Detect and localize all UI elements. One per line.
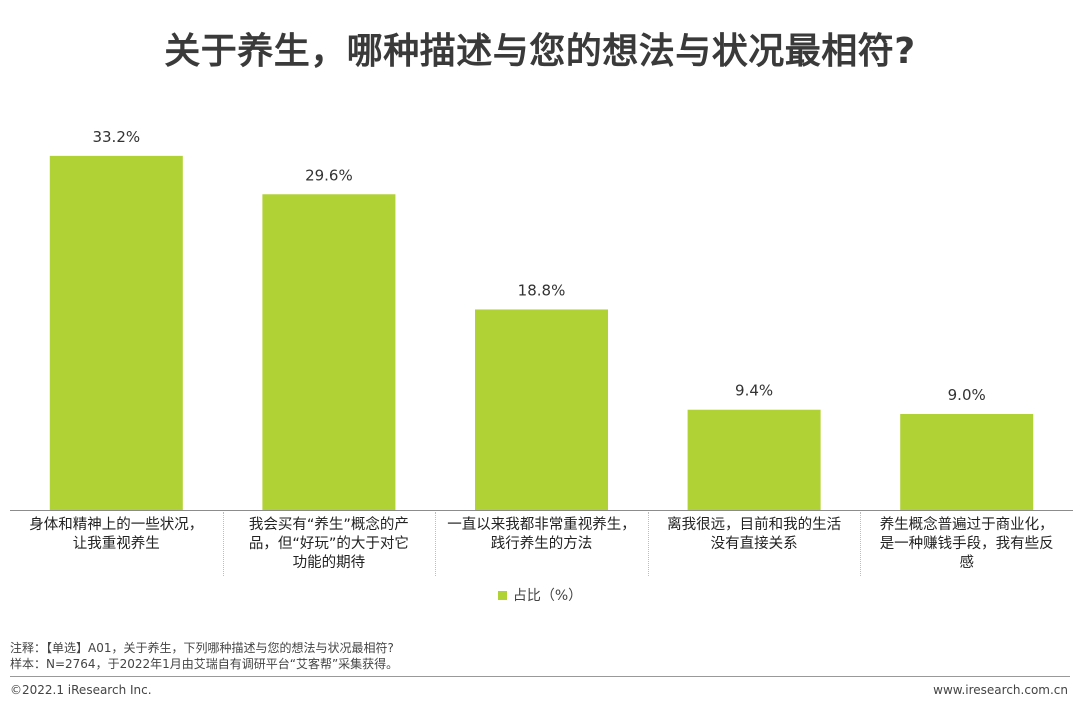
bar-chart: 33.2% 29.6% 18.8% 9.4% 9.0% bbox=[10, 128, 1073, 511]
legend-label: 占比（%） bbox=[512, 588, 583, 604]
copyright-text: ©2022.1 iResearch Inc. bbox=[10, 683, 152, 697]
bar-1 bbox=[49, 155, 183, 510]
category-label-5: 养生概念普遍过于商业化， 是一种赚钱手段，我有些反感 bbox=[879, 517, 1054, 571]
bar-3 bbox=[475, 309, 608, 510]
category-label-4: 离我很远，目前和我的生活 没有直接关系 bbox=[667, 517, 842, 552]
bar-2 bbox=[262, 194, 396, 510]
legend: 占比（%） bbox=[0, 585, 1080, 605]
data-label-4: 9.4% bbox=[735, 382, 773, 400]
category-divider bbox=[860, 512, 861, 576]
data-label-1: 33.2% bbox=[92, 128, 140, 146]
data-label-5: 9.0% bbox=[948, 386, 986, 404]
sample-line: 样本：N=2764，于2022年1月由艾瑞自有调研平台“艾客帮”采集获得。 bbox=[10, 657, 399, 671]
legend-swatch bbox=[497, 590, 507, 600]
data-label-2: 29.6% bbox=[305, 166, 353, 184]
bar-5 bbox=[900, 414, 1034, 510]
category-label-2: 我会买有“养生”概念的产 品，但“好玩”的大于对它 功能的期待 bbox=[248, 517, 409, 571]
note-line: 注释：【单选】A01，关于养生，下列哪种描述与您的想法与状况最相符? bbox=[10, 641, 394, 655]
notes: 注释：【单选】A01，关于养生，下列哪种描述与您的想法与状况最相符? 样本：N=… bbox=[10, 640, 398, 672]
category-divider bbox=[223, 512, 224, 576]
category-divider bbox=[648, 512, 649, 576]
website-link[interactable]: www.iresearch.com.cn bbox=[933, 683, 1068, 697]
bar-4 bbox=[687, 409, 821, 510]
data-label-3: 18.8% bbox=[518, 281, 566, 299]
chart-title: 关于养生，哪种描述与您的想法与状况最相符? bbox=[164, 31, 916, 72]
category-divider bbox=[435, 512, 436, 576]
footer-divider bbox=[10, 676, 1070, 677]
category-label-3: 一直以来我都非常重视养生， 践行养生的方法 bbox=[447, 517, 636, 552]
category-label-1: 身体和精神上的一些状况， 让我重视养生 bbox=[29, 517, 204, 552]
